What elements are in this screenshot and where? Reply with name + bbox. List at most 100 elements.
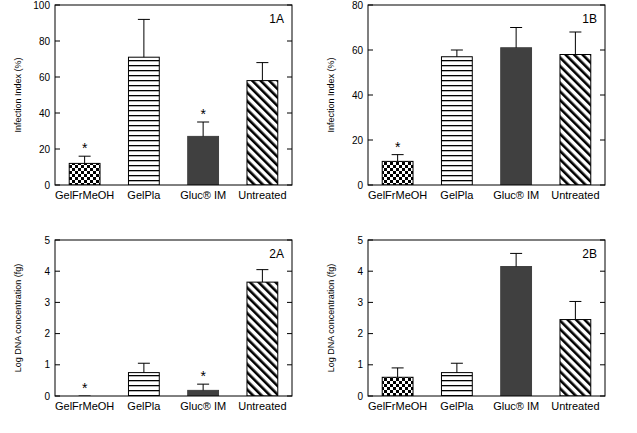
category-label: GelPla — [440, 189, 474, 201]
category-label: Untreated — [551, 400, 599, 412]
tick — [600, 364, 605, 365]
tick-label: 60 — [39, 72, 51, 83]
tick — [368, 50, 373, 51]
error-cap — [392, 367, 404, 368]
tick-label: 60 — [352, 45, 364, 56]
tick-label: 0 — [44, 180, 50, 191]
category-label: Gluc® IM — [180, 189, 226, 201]
bar — [382, 377, 413, 396]
bar — [188, 136, 219, 185]
significance: * — [82, 380, 88, 396]
bar — [560, 320, 591, 396]
error-bar — [138, 19, 150, 57]
tick — [287, 149, 292, 150]
tick — [55, 302, 60, 303]
significance: * — [200, 368, 206, 384]
tick-label: 2 — [44, 328, 50, 339]
bar — [501, 267, 532, 396]
tick — [368, 185, 373, 186]
error-bar — [451, 50, 463, 57]
tick — [600, 185, 605, 186]
error-cap — [569, 32, 581, 33]
error-line — [203, 384, 204, 390]
error-bar — [569, 301, 581, 319]
tick — [55, 364, 60, 365]
error-bar — [197, 122, 209, 136]
error-cap — [256, 269, 268, 270]
error-cap — [138, 19, 150, 20]
tick — [55, 5, 60, 6]
category-label: GelFrMeOH — [368, 189, 427, 201]
tick — [55, 77, 60, 78]
tick-label: 0 — [357, 391, 363, 402]
tick-label: 1 — [357, 359, 363, 370]
category-label: Untreated — [238, 189, 286, 201]
panel-label: 1A — [269, 12, 284, 26]
category-label: GelPla — [127, 400, 161, 412]
bar — [188, 390, 219, 396]
tick — [55, 240, 60, 241]
tick — [600, 95, 605, 96]
frame — [55, 5, 292, 185]
tick-label: 0 — [44, 391, 50, 402]
tick — [55, 113, 60, 114]
error-cap — [510, 253, 522, 254]
bar — [382, 161, 413, 185]
tick — [55, 396, 60, 397]
bar — [128, 373, 159, 396]
category-label: Gluc® IM — [180, 400, 226, 412]
tick-label: 2 — [357, 328, 363, 339]
y-axis-label: Infection Index (%) — [13, 57, 23, 132]
tick — [600, 333, 605, 334]
figure: 020406080100GelFrMeOHGelPlaGluc® IMUntre… — [0, 0, 637, 433]
category-label: GelFrMeOH — [55, 400, 114, 412]
tick-label: 100 — [33, 0, 50, 11]
panel: 020406080100GelFrMeOHGelPlaGluc® IMUntre… — [13, 0, 292, 201]
tick — [287, 77, 292, 78]
tick — [287, 185, 292, 186]
tick-label: 20 — [39, 144, 51, 155]
tick-label: 40 — [39, 108, 51, 119]
tick — [55, 149, 60, 150]
error-bar — [569, 32, 581, 55]
tick — [55, 185, 60, 186]
tick — [368, 5, 373, 6]
tick — [368, 240, 373, 241]
tick — [368, 364, 373, 365]
bar — [247, 282, 278, 396]
frame — [368, 5, 605, 185]
error-cap — [451, 363, 463, 364]
error-bar — [392, 368, 404, 377]
error-bar — [510, 253, 522, 266]
panel: 012345GelFrMeOHGelPlaGluc® IMUntreated**… — [13, 235, 292, 413]
bar — [247, 81, 278, 185]
error-bar — [256, 63, 268, 81]
category-label: Gluc® IM — [493, 189, 539, 201]
category-label: GelPla — [440, 400, 474, 412]
tick-label: 0 — [357, 180, 363, 191]
error-bar — [392, 155, 404, 162]
error-bar — [79, 156, 91, 163]
plot-area — [382, 253, 591, 396]
significance: * — [200, 106, 206, 122]
error-line — [262, 63, 263, 81]
y-axis-label: Log DNA concentration (fg) — [326, 264, 336, 373]
tick — [600, 50, 605, 51]
panel: 020406080GelFrMeOHGelPlaGluc® IMUntreate… — [326, 0, 605, 201]
panel-label: 2B — [582, 247, 597, 261]
tick — [600, 396, 605, 397]
tick-label: 5 — [44, 235, 50, 246]
tick — [600, 271, 605, 272]
bar — [501, 48, 532, 185]
tick-label: 4 — [44, 266, 50, 277]
error-line — [143, 363, 144, 372]
panel-label: 1B — [582, 12, 597, 26]
error-line — [397, 368, 398, 377]
category-label: Untreated — [238, 400, 286, 412]
tick-label: 3 — [44, 297, 50, 308]
bar — [560, 55, 591, 186]
tick-label: 40 — [352, 90, 364, 101]
tick — [287, 302, 292, 303]
tick — [287, 113, 292, 114]
error-line — [516, 28, 517, 48]
